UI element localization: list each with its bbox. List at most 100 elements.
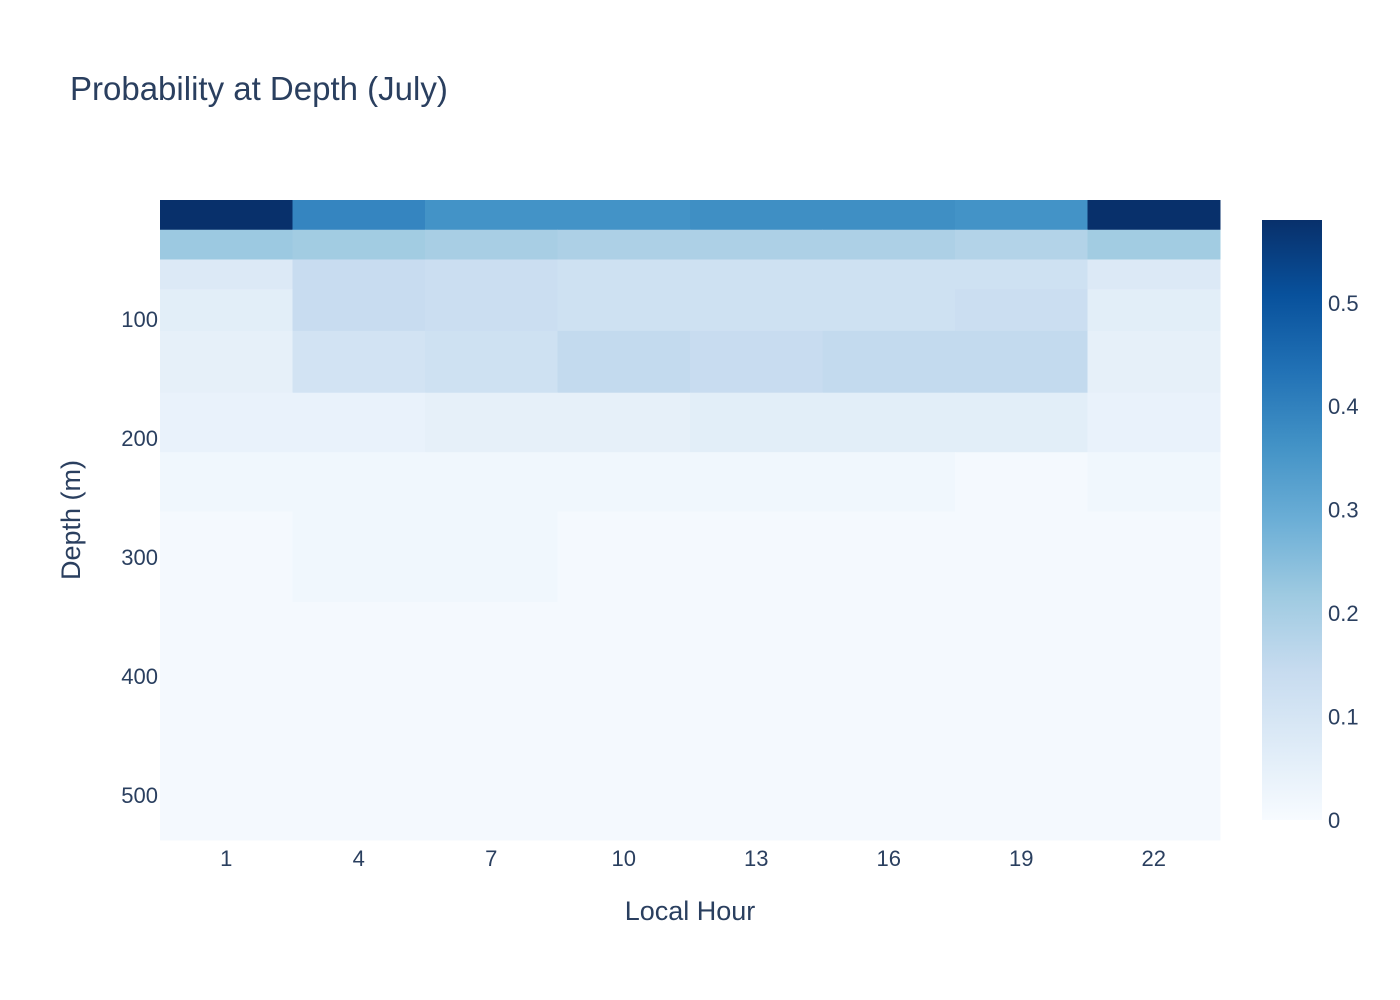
heatmap-cell (822, 330, 956, 394)
heatmap-cell (425, 511, 558, 603)
heatmap-cell (557, 602, 691, 841)
heatmap-cell (557, 392, 691, 453)
colorbar-tick-label: 0.3 (1328, 498, 1359, 523)
heatmap-cell (690, 511, 823, 603)
heatmap-cell (822, 200, 956, 231)
heatmap-cell (955, 511, 1088, 603)
heatmap-cell (822, 511, 956, 603)
heatmap-cell (690, 259, 823, 290)
x-tick-label: 22 (1142, 846, 1166, 871)
heatmap-cell (690, 602, 823, 841)
heatmap-cell (425, 452, 558, 513)
heatmap-cell (955, 229, 1088, 260)
heatmap-cell (557, 200, 691, 231)
heatmap-cell (822, 602, 956, 841)
heatmap-cell (557, 229, 691, 260)
heatmap-cell (955, 602, 1088, 841)
heatmap-cell (160, 200, 293, 231)
y-axis-title: Depth (m) (56, 460, 86, 580)
heatmap-cell (690, 289, 823, 332)
colorbar (1262, 220, 1322, 820)
heatmap-cell (292, 330, 426, 394)
heatmap-cell (292, 602, 426, 841)
heatmap-cell (822, 289, 956, 332)
heatmap-cell (425, 602, 558, 841)
heatmap-cell (160, 452, 293, 513)
x-tick-label: 10 (612, 846, 636, 871)
heatmap-cell (1087, 392, 1221, 453)
heatmap-cell (292, 289, 426, 332)
x-tick-label: 13 (744, 846, 768, 871)
chart-title: Probability at Depth (July) (70, 70, 448, 107)
heatmap-cell (690, 330, 823, 394)
colorbar-tick-label: 0.4 (1328, 394, 1359, 419)
heatmap-cell (690, 200, 823, 231)
heatmap-cell (425, 330, 558, 394)
heatmap-cell (1087, 259, 1221, 290)
y-tick-label: 300 (121, 545, 158, 570)
x-tick-label: 16 (877, 846, 901, 871)
heatmap-cell (292, 452, 426, 513)
heatmap-cell (160, 602, 293, 841)
heatmap-cell (292, 392, 426, 453)
heatmap-cell (292, 511, 426, 603)
heatmap-cell (955, 452, 1088, 513)
heatmap-cell (557, 511, 691, 603)
heatmap-cell (1087, 229, 1221, 260)
heatmap-cells (160, 200, 1221, 841)
heatmap-cell (160, 259, 293, 290)
heatmap-cell (160, 330, 293, 394)
heatmap-cell (557, 452, 691, 513)
y-tick-label: 400 (121, 664, 158, 689)
x-tick-label: 4 (353, 846, 365, 871)
heatmap-cell (160, 511, 293, 603)
y-tick-label: 500 (121, 783, 158, 808)
heatmap-cell (425, 392, 558, 453)
heatmap-cell (690, 392, 823, 453)
heatmap-cell (425, 200, 558, 231)
heatmap-cell (1087, 452, 1221, 513)
heatmap-cell (822, 229, 956, 260)
heatmap-cell (425, 289, 558, 332)
x-tick-label: 1 (220, 846, 232, 871)
heatmap-cell (1087, 602, 1221, 841)
heatmap-cell (1087, 330, 1221, 394)
heatmap-cell (160, 229, 293, 260)
heatmap-cell (557, 289, 691, 332)
heatmap-cell (955, 392, 1088, 453)
heatmap-cell (822, 259, 956, 290)
y-axis-ticks: 100 200 300 400 500 (121, 307, 158, 808)
heatmap-cell (955, 330, 1088, 394)
heatmap-cell (425, 229, 558, 260)
heatmap-cell (690, 229, 823, 260)
colorbar-tick-label: 0.2 (1328, 601, 1359, 626)
heatmap-cell (822, 392, 956, 453)
heatmap-cell (822, 452, 956, 513)
x-tick-label: 7 (485, 846, 497, 871)
y-tick-label: 200 (121, 426, 158, 451)
colorbar-tick-label: 0.1 (1328, 705, 1359, 730)
x-tick-label: 19 (1009, 846, 1033, 871)
heatmap-cell (557, 259, 691, 290)
heatmap-cell (292, 259, 426, 290)
heatmap-cell (955, 289, 1088, 332)
x-axis-title: Local Hour (625, 896, 756, 926)
colorbar-tick-label: 0.5 (1328, 291, 1359, 316)
heatmap-cell (1087, 511, 1221, 603)
heatmap-cell (425, 259, 558, 290)
colorbar-ticks: 0 0.1 0.2 0.3 0.4 0.5 (1328, 291, 1359, 833)
heatmap-cell (160, 289, 293, 332)
heatmap-cell (690, 452, 823, 513)
heatmap-cell (1087, 200, 1221, 231)
heatmap-cell (1087, 289, 1221, 332)
heatmap-cell (557, 330, 691, 394)
heatmap-cell (160, 392, 293, 453)
heatmap-cell (292, 229, 426, 260)
colorbar-tick-label: 0 (1328, 808, 1340, 833)
heatmap-cell (955, 259, 1088, 290)
heatmap-cell (955, 200, 1088, 231)
y-tick-label: 100 (121, 307, 158, 332)
x-axis-ticks: 1 4 7 10 13 16 19 22 (220, 846, 1166, 871)
heatmap-cell (292, 200, 426, 231)
